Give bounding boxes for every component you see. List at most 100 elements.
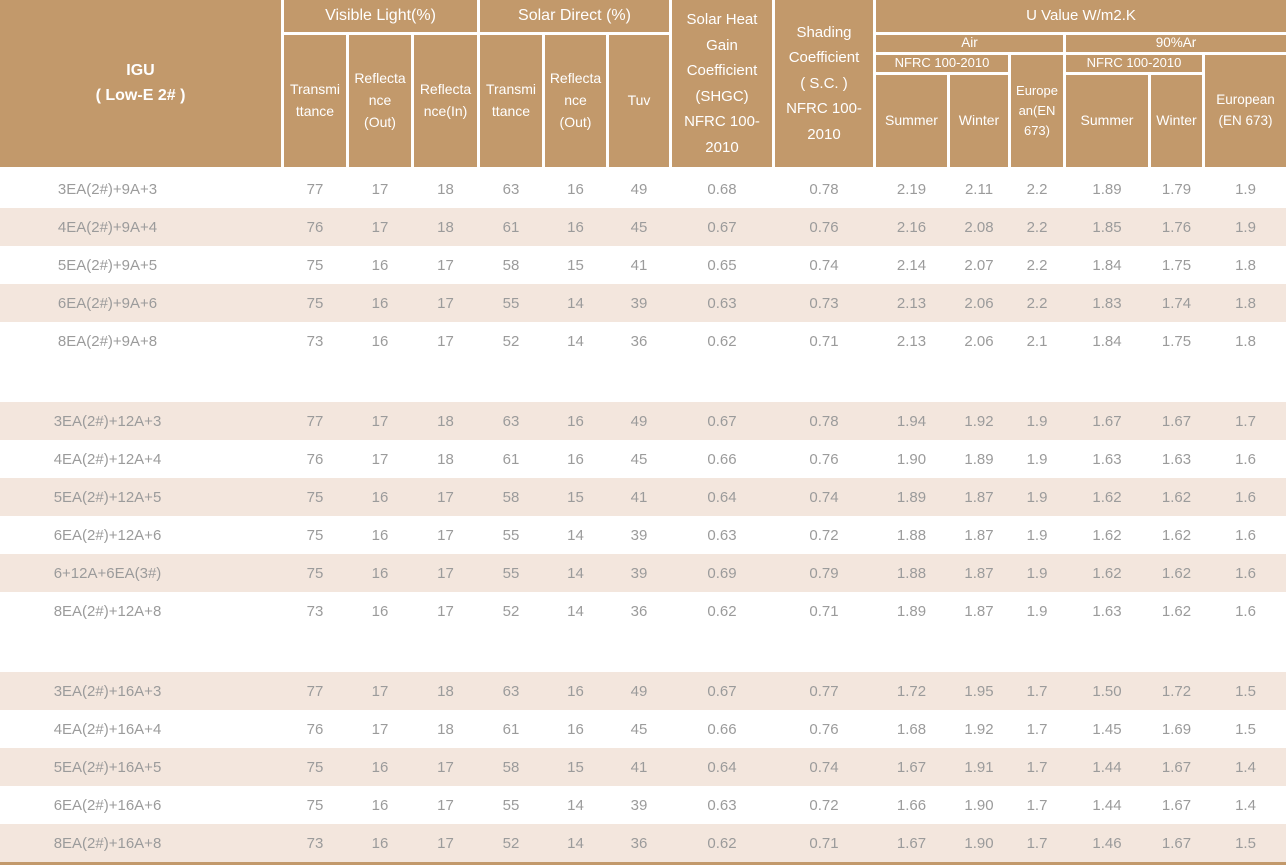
cell-value: 75 (306, 488, 324, 506)
cell-value: 17 (437, 564, 454, 582)
cell-value: 55 (502, 796, 520, 814)
cell-value: 0.76 (809, 720, 839, 738)
row-label: 3EA(2#)+16A+3 (53, 682, 162, 700)
cell-value: 16 (567, 218, 584, 236)
table-row: 6EA(2#)+12A+6 75 16 17 55 14 39 0.63 0.72 1.88 1.8… (0, 516, 1286, 554)
table-row: 5EA(2#)+9A+5 75 16 17 58 15 41 0.65 0.74 2.14 2.07… (0, 246, 1286, 284)
row-label: 6EA(2#)+9A+6 (57, 294, 158, 312)
cell-value: 16 (371, 526, 389, 544)
cell-value: 36 (630, 834, 648, 852)
cell-value: 16 (567, 682, 584, 700)
cell-value: 39 (630, 294, 648, 312)
cell-value: 14 (567, 564, 584, 582)
cell-value: 73 (306, 332, 324, 350)
cell-value: 52 (502, 602, 520, 620)
cell-value: 1.8 (1235, 256, 1256, 274)
cell-value: 76 (306, 450, 324, 468)
air-summer-header: Summer (876, 75, 947, 167)
cell-value: 0.63 (707, 294, 737, 312)
cell-value: 1.84 (1092, 256, 1122, 274)
row-label: 4EA(2#)+16A+4 (53, 720, 162, 738)
cell-value: 1.7 (1026, 796, 1048, 814)
cell-value: 1.8 (1235, 332, 1256, 350)
cell-value: 2.2 (1026, 218, 1048, 236)
cell-value: 18 (437, 720, 454, 738)
row-label: 8EA(2#)+16A+8 (53, 834, 162, 852)
table-bottom-border (0, 862, 1286, 865)
sd-reflectance-out-header: Reflecta nce (Out) (545, 35, 606, 167)
cell-value: 1.4 (1235, 758, 1256, 776)
vl-reflectance-in-header: Reflecta nce(In) (414, 35, 477, 167)
cell-value: 45 (630, 720, 648, 738)
cell-value: 1.87 (964, 564, 994, 582)
cell-value: 1.63 (1092, 450, 1122, 468)
cell-value: 14 (567, 602, 584, 620)
cell-value: 63 (502, 682, 520, 700)
cell-value: 1.62 (1092, 564, 1122, 582)
block-separator (0, 630, 1286, 672)
cell-value: 0.64 (707, 758, 737, 776)
cell-value: 1.8 (1235, 294, 1256, 312)
cell-value: 2.07 (964, 256, 994, 274)
cell-value: 58 (502, 488, 520, 506)
cell-value: 75 (306, 758, 324, 776)
tuv-header: Tuv (609, 35, 669, 167)
table-row: 3EA(2#)+16A+3 77 17 18 63 16 49 0.67 0.77 1.72 1.9… (0, 672, 1286, 710)
cell-value: 0.76 (809, 218, 839, 236)
cell-value: 76 (306, 720, 324, 738)
cell-value: 55 (502, 294, 520, 312)
cell-value: 76 (306, 218, 324, 236)
cell-value: 1.67 (1161, 758, 1192, 776)
cell-value: 17 (437, 602, 454, 620)
cell-value: 16 (371, 488, 389, 506)
cell-value: 45 (630, 450, 648, 468)
row-label: 3EA(2#)+9A+3 (57, 180, 158, 198)
table-row: 8EA(2#)+9A+8 73 16 17 52 14 36 0.62 0.71 2.13 2.06… (0, 322, 1286, 360)
cell-value: 1.66 (896, 796, 927, 814)
row-label: 8EA(2#)+12A+8 (53, 602, 162, 620)
cell-value: 16 (567, 450, 584, 468)
cell-value: 1.89 (896, 602, 927, 620)
cell-value: 1.62 (1161, 488, 1192, 506)
cell-value: 1.75 (1161, 256, 1192, 274)
cell-value: 1.7 (1026, 682, 1048, 700)
shgc-column-header: Solar Heat Gain Coefficient (SHGC) NFRC … (672, 0, 772, 167)
cell-value: 17 (371, 682, 389, 700)
cell-value: 17 (371, 720, 389, 738)
cell-value: 55 (502, 526, 520, 544)
cell-value: 1.7 (1235, 412, 1256, 430)
cell-value: 1.90 (964, 796, 994, 814)
cell-value: 2.13 (896, 294, 927, 312)
cell-value: 1.69 (1161, 720, 1192, 738)
cell-value: 14 (567, 332, 584, 350)
table-header: IGU ( Low-E 2# ) Visible Light(%) Solar … (0, 0, 1286, 167)
visible-light-group-header: Visible Light(%) (284, 0, 477, 32)
cell-value: 45 (630, 218, 648, 236)
cell-value: 1.83 (1092, 294, 1122, 312)
cell-value: 77 (306, 180, 324, 198)
cell-value: 1.9 (1026, 526, 1048, 544)
table-row: 8EA(2#)+16A+8 73 16 17 52 14 36 0.62 0.71 1.67 1.9… (0, 824, 1286, 862)
cell-value: 75 (306, 564, 324, 582)
cell-value: 1.67 (896, 758, 927, 776)
cell-value: 16 (567, 412, 584, 430)
air-group-header: Air (876, 35, 1063, 52)
table-row: 6EA(2#)+16A+6 75 16 17 55 14 39 0.63 0.72 1.66 1.9… (0, 786, 1286, 824)
table-row: 4EA(2#)+16A+4 76 17 18 61 16 45 0.66 0.76 1.68 1.9… (0, 710, 1286, 748)
cell-value: 14 (567, 526, 584, 544)
cell-value: 58 (502, 256, 520, 274)
cell-value: 1.74 (1161, 294, 1192, 312)
cell-value: 49 (630, 412, 648, 430)
cell-value: 0.62 (707, 602, 737, 620)
cell-value: 39 (630, 526, 648, 544)
cell-value: 0.68 (707, 180, 737, 198)
cell-value: 1.94 (896, 412, 927, 430)
cell-value: 16 (371, 256, 389, 274)
row-label: 6EA(2#)+16A+6 (53, 796, 162, 814)
cell-value: 77 (306, 412, 324, 430)
row-label: 4EA(2#)+9A+4 (57, 218, 158, 236)
u-value-group-header: U Value W/m2.K (876, 0, 1286, 32)
cell-value: 1.62 (1161, 526, 1192, 544)
cell-value: 0.78 (809, 412, 839, 430)
